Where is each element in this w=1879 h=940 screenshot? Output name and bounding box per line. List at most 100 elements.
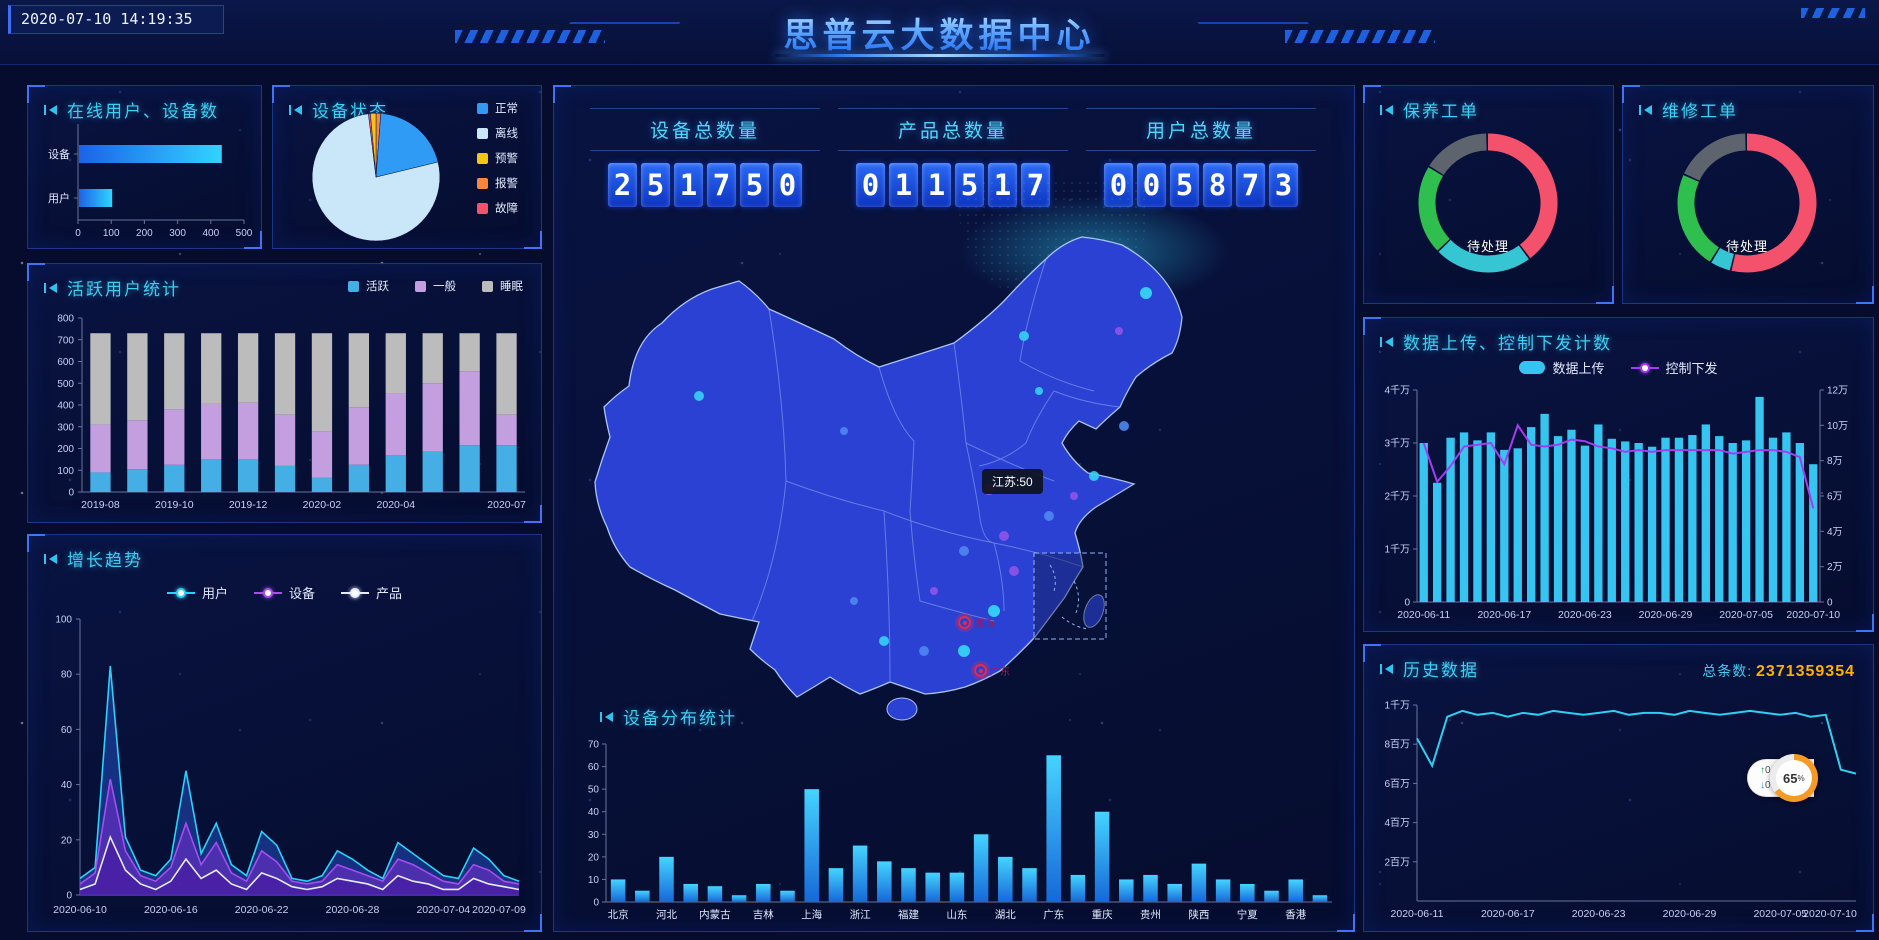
panel-title: 数据上传、控制下发计数 <box>1403 334 1612 353</box>
legend-item-fault[interactable]: 故障 <box>477 200 518 216</box>
legend-label: 报警 <box>495 178 518 190</box>
legend-swatch <box>477 202 488 214</box>
panel-title: 设备分布统计 <box>623 709 737 728</box>
legend-item-alarm[interactable]: 报警 <box>477 175 518 191</box>
active-users-legend: 活跃 一般 睡眠 <box>348 278 523 294</box>
svg-text:宁夏: 宁夏 <box>1237 908 1258 921</box>
svg-text:广东: 广东 <box>1043 908 1064 921</box>
network-speed-widget[interactable]: ↑0 K/s ↓0 K/s 65% <box>1747 754 1818 802</box>
history-data-chart[interactable]: 2百万 4百万 6百万 8百万 1千万 2020-06-11 2020-06-17 2020-… <box>1371 689 1866 923</box>
legend-item-users[interactable]: 用户 <box>166 583 228 602</box>
svg-text:400: 400 <box>202 228 219 239</box>
legend-item-active[interactable]: 活跃 <box>348 278 389 294</box>
legend-mark <box>1630 362 1659 374</box>
map-marker-hunan[interactable]: 湖南 <box>958 615 994 630</box>
legend-item-normal[interactable]: 正常 <box>477 100 518 116</box>
svg-text:2020-07: 2020-07 <box>487 499 526 511</box>
legend-swatch <box>477 102 488 114</box>
legend-label: 离线 <box>495 128 518 140</box>
svg-text:40: 40 <box>61 780 73 791</box>
svg-text:12万: 12万 <box>1827 386 1848 397</box>
repair-donut-chart[interactable] <box>1661 128 1833 278</box>
legend-item-offline[interactable]: 离线 <box>477 125 518 141</box>
svg-text:2019-10: 2019-10 <box>155 499 194 511</box>
svg-text:北京: 北京 <box>608 908 629 921</box>
svg-text:2020-06-29: 2020-06-29 <box>1639 609 1693 621</box>
active-users-chart[interactable]: 0 100 200 300 400 500 600 700 800 2019-08 2019-10 2… <box>36 308 533 514</box>
svg-text:0: 0 <box>1827 598 1833 609</box>
online-users-devices-chart[interactable]: 设备 用户 0 100 200 300 400 500 <box>34 118 256 240</box>
svg-text:200: 200 <box>136 228 153 239</box>
panel-upload-control: 数据上传、控制下发计数 数据上传 控制下发 0 1千万 2千万 3千万 4千万 0 2万 4万… <box>1363 317 1874 632</box>
svg-text:2020-07-05: 2020-07-05 <box>1753 908 1807 920</box>
upload-speed-icon: ↑ <box>1760 765 1765 776</box>
svg-text:2千万: 2千万 <box>1384 491 1410 503</box>
panel-title-icon <box>600 711 614 723</box>
svg-text:40: 40 <box>588 807 600 818</box>
panel-repair-orders: 维修工单 待处理 <box>1622 85 1874 304</box>
map-marker-label: 广东 <box>990 667 1010 678</box>
svg-text:20: 20 <box>588 852 600 863</box>
title-underline <box>774 54 1105 57</box>
device-status-pie-chart[interactable] <box>277 92 475 244</box>
svg-text:0: 0 <box>75 228 81 239</box>
legend-item-devices[interactable]: 设备 <box>253 583 315 602</box>
history-total: 总条数: 2371359354 <box>1702 661 1855 681</box>
legend-item-products[interactable]: 产品 <box>341 583 402 602</box>
svg-text:60: 60 <box>61 725 73 736</box>
svg-text:陕西: 陕西 <box>1188 908 1209 921</box>
history-total-value: 2371359354 <box>1756 663 1855 680</box>
svg-text:0: 0 <box>1404 598 1410 609</box>
panel-title-icon <box>44 104 58 116</box>
panel-active-users: 活跃用户统计 活跃 一般 睡眠 0 100 200 300 400 500 600 700 80… <box>27 263 542 523</box>
legend-item-sleep[interactable]: 睡眠 <box>482 278 523 294</box>
svg-text:60: 60 <box>588 762 600 773</box>
decor-hatch-left <box>455 30 605 43</box>
legend-mark <box>253 587 282 599</box>
device-status-legend: 正常 离线 预警 报警 故障 <box>477 100 518 216</box>
maintenance-donut-chart[interactable] <box>1402 128 1574 278</box>
svg-text:0: 0 <box>68 488 74 499</box>
device-distribution-chart[interactable]: 0 10 20 30 40 50 60 70 北京 河北 内蒙古 吉林 上海 浙江 福建 山东 湖北 广东 重庆 贵州… <box>568 734 1340 924</box>
counter-label: 设备总数量 <box>590 108 820 151</box>
legend-label: 正常 <box>495 103 518 115</box>
legend-swatch <box>477 177 488 189</box>
svg-text:2020-06-29: 2020-06-29 <box>1663 908 1717 920</box>
legend-label: 数据上传 <box>1552 361 1605 376</box>
counter-label: 产品总数量 <box>838 108 1068 151</box>
panel-title: 增长趋势 <box>67 551 143 570</box>
legend-item-upload[interactable]: 数据上传 <box>1519 358 1605 377</box>
map-marker-label: 湖南 <box>974 619 994 630</box>
svg-text:2020-07-09: 2020-07-09 <box>472 904 526 916</box>
legend-item-control[interactable]: 控制下发 <box>1630 358 1718 377</box>
legend-label: 预警 <box>495 153 518 165</box>
legend-item-general[interactable]: 一般 <box>415 278 456 294</box>
decor-wing-left <box>549 22 681 52</box>
panel-title: 活跃用户统计 <box>67 280 181 299</box>
device-distribution-title: 设备分布统计 <box>586 704 737 729</box>
panel-title-icon <box>1380 336 1394 348</box>
download-speed-value: 0 <box>1765 780 1771 791</box>
svg-text:4万: 4万 <box>1827 527 1843 538</box>
memory-gauge[interactable]: 65% <box>1769 754 1818 802</box>
legend-item-warning[interactable]: 预警 <box>477 150 518 166</box>
svg-text:600: 600 <box>57 357 74 368</box>
svg-text:2020-06-11: 2020-06-11 <box>1397 609 1450 621</box>
upload-control-chart[interactable]: 0 1千万 2千万 3千万 4千万 0 2万 4万 6万 8万 10万 12万 2020-06-11 20… <box>1371 380 1866 624</box>
svg-text:10: 10 <box>588 875 600 886</box>
svg-text:20: 20 <box>61 835 73 846</box>
gauge-percent-symbol: % <box>1797 773 1805 783</box>
province-borders <box>751 258 1121 682</box>
gauge-percent: 65 <box>1783 770 1798 786</box>
panel-device-status: 设备状态 正常 离线 预警 报警 故障 <box>272 85 542 249</box>
svg-text:重庆: 重庆 <box>1092 908 1113 921</box>
timestamp: 2020-07-10 14:19:35 <box>8 5 224 34</box>
download-speed-icon: ↓ <box>1760 780 1765 791</box>
growth-trend-chart[interactable]: 0 20 40 60 80 100 2020-06-10 2020-06-16 2020-06-… <box>36 609 533 919</box>
map-marker-guangdong[interactable]: 广东 <box>974 663 1010 678</box>
svg-text:湖北: 湖北 <box>995 909 1016 921</box>
legend-label: 一般 <box>433 281 456 293</box>
svg-text:福建: 福建 <box>898 908 919 921</box>
china-map[interactable]: 江苏:50 湖南 广东 <box>534 114 1374 741</box>
